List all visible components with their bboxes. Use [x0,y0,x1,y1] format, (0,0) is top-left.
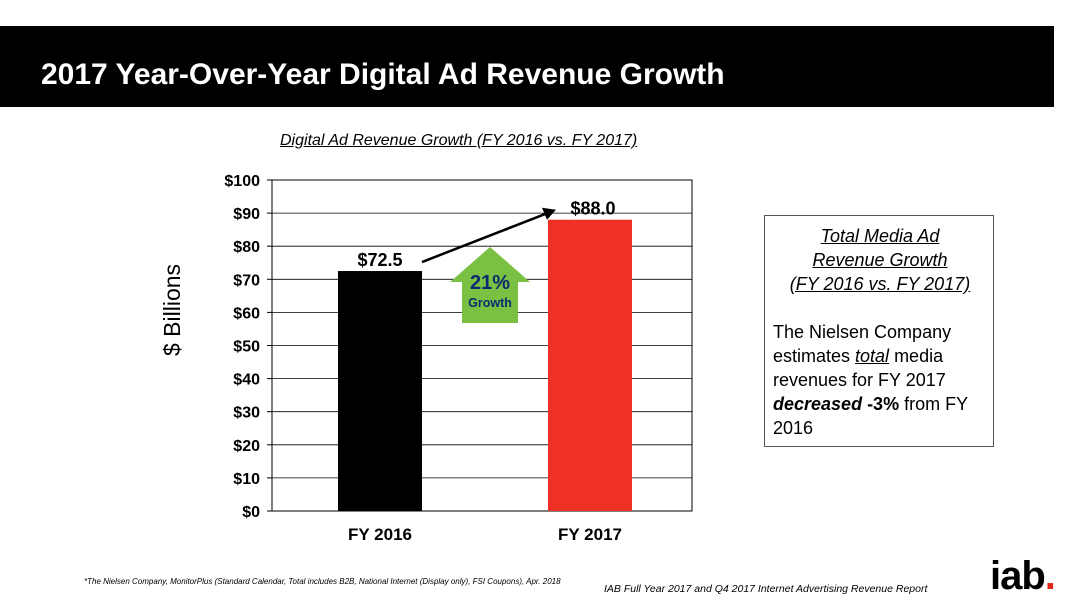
data-label: $88.0 [570,199,615,219]
heading-line-2: Revenue Growth [812,250,948,270]
y-tick-label: $0 [242,504,260,521]
iab-logo: iab. [990,554,1056,598]
total-media-body: The Nielsen Company estimates total medi… [773,320,989,440]
footnote: *The Nielsen Company, MonitorPlus (Stand… [84,577,561,586]
y-tick-label: $90 [233,206,260,223]
heading-line-1: Total Media Ad [820,226,940,246]
logo-text: iab [990,554,1046,598]
y-tick-label: $60 [233,305,260,322]
page-title: 2017 Year-Over-Year Digital Ad Revenue G… [41,58,725,91]
total-media-box: Total Media Ad Revenue Growth (FY 2016 v… [764,215,994,447]
body-decreased: decreased [773,394,863,414]
growth-label: Growth [468,296,512,310]
body-text-2: media revenues for FY 2017 [773,346,946,390]
body-percent: -3% [862,394,900,414]
growth-arrow-icon [450,247,530,323]
y-tick-label: $50 [233,339,260,356]
logo-dot: . [1044,554,1056,598]
x-tick-label: FY 2017 [558,525,622,544]
body-emphasis: total [855,346,890,366]
y-tick-label: $40 [233,372,260,389]
y-tick-label: $100 [224,173,260,190]
y-tick-label: $30 [233,405,260,422]
body-text-3: from FY 2016 [773,394,968,438]
total-media-heading: Total Media Ad Revenue Growth (FY 2016 v… [765,224,995,296]
body-text-1: The Nielsen Company estimates [773,322,952,366]
data-label: $72.5 [357,250,402,270]
y-axis-title: $ Billions [159,264,185,356]
chart-title: Digital Ad Revenue Growth (FY 2016 vs. F… [280,132,638,149]
trend-arrow-head [542,207,556,220]
title-bar [0,26,1054,107]
y-tick-label: $10 [233,471,260,488]
y-tick-label: $20 [233,438,260,455]
x-tick-label: FY 2016 [348,525,412,544]
heading-line-3: (FY 2016 vs. FY 2017) [789,274,971,294]
bar-fy2017 [548,219,632,511]
y-tick-label: $80 [233,239,260,256]
trend-arrow-line [421,212,547,264]
source-citation: IAB Full Year 2017 and Q4 2017 Internet … [604,583,928,595]
bar-fy2016 [338,271,422,511]
growth-percent: 21% [470,272,510,294]
y-tick-label: $70 [233,272,260,289]
